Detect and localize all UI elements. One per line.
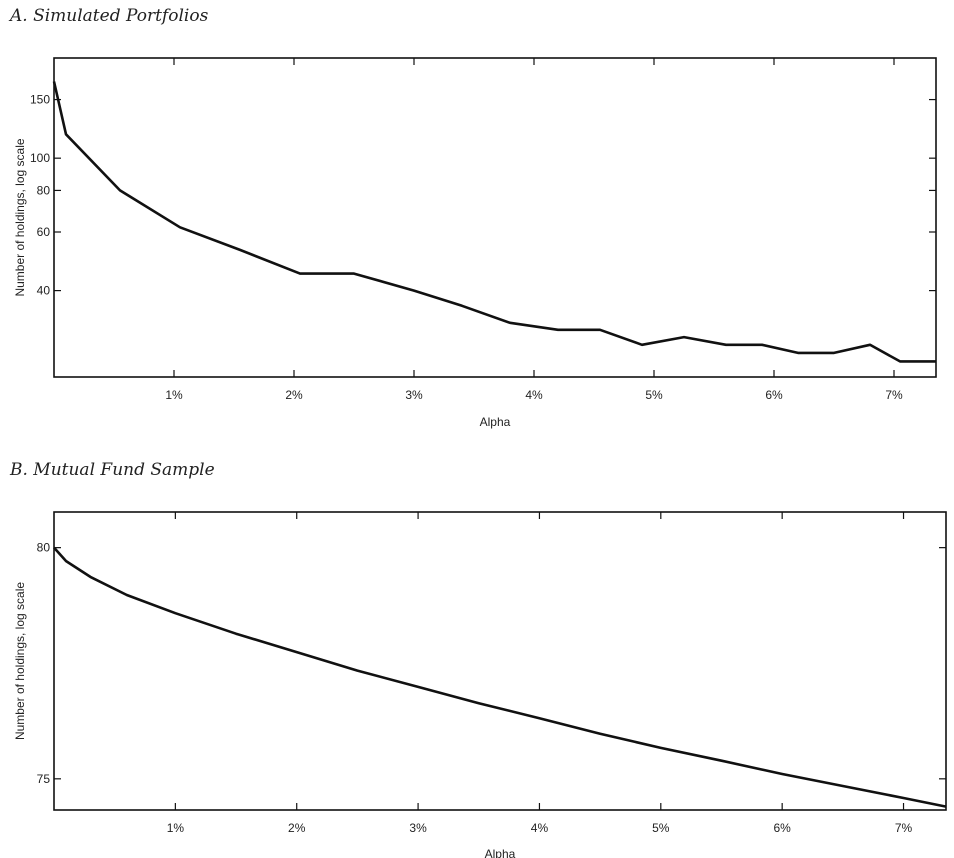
panel-a-x-tick-label: 1%: [165, 388, 183, 402]
panel-b-x-tick-label: 2%: [288, 821, 306, 835]
panel-b-y-tick-label: 75: [37, 772, 51, 786]
panel-b-x-tick-label: 4%: [531, 821, 549, 835]
panel-a-x-tick-label: 4%: [525, 388, 543, 402]
panel-a-y-tick-label: 100: [30, 151, 50, 165]
panel-a-x-tick-label: 6%: [765, 388, 783, 402]
panel-b-x-tick-label: 5%: [652, 821, 670, 835]
panel-a-y-tick-label: 40: [37, 284, 51, 298]
panel-b-plot-frame: [53, 511, 947, 811]
panel-a-y-axis-label: Number of holdings, log scale: [13, 138, 27, 296]
panel-a-x-tick-label: 2%: [285, 388, 303, 402]
panel-b-x-tick-label: 1%: [167, 821, 185, 835]
panel-b-y-axis-label: Number of holdings, log scale: [13, 582, 27, 740]
panel-b-x-tick-label: 6%: [773, 821, 791, 835]
panel-b-y-tick-label: 80: [37, 541, 51, 555]
panel-a-plot-frame: [53, 57, 937, 378]
panel-b-x-tick-label: 7%: [895, 821, 913, 835]
panel-a-x-tick-label: 5%: [645, 388, 663, 402]
panel-a-y-tick-label: 150: [30, 93, 50, 107]
panel-b-x-axis-label: Alpha: [485, 847, 516, 858]
panel-a-x-tick-label: 7%: [885, 388, 903, 402]
panel-b-x-tick-label: 3%: [409, 821, 427, 835]
panel-a-x-axis-label: Alpha: [480, 415, 511, 429]
panel-a-y-tick-label: 60: [37, 225, 51, 239]
panel-a-y-tick-label: 80: [37, 183, 51, 197]
panel-b-series-line: [53, 546, 947, 808]
panel-a-x-tick-label: 3%: [405, 388, 423, 402]
panel-a-title: A. Simulated Portfolios: [10, 6, 209, 26]
panel-a-series-line: [52, 81, 936, 363]
panel-b-title: B. Mutual Fund Sample: [10, 460, 215, 480]
